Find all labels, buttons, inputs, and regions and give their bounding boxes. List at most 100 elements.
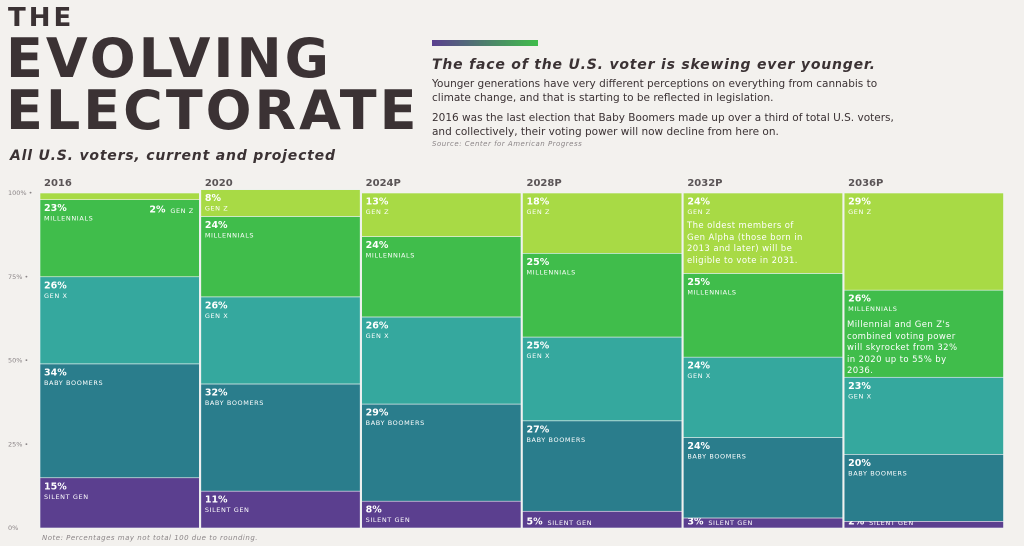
value-label: 25%: [687, 277, 710, 288]
segment-label: GEN X: [44, 292, 68, 300]
segment-label: MILLENNIALS: [687, 288, 736, 296]
bar-segment: [522, 510, 683, 529]
segment-label: BABY BOOMERS: [366, 419, 425, 427]
segment-label: SILENT GEN: [205, 506, 250, 514]
title: EVOLVING: [6, 27, 333, 90]
y-tick-label: 25% •: [8, 440, 28, 448]
segment-label: MILLENNIALS: [366, 252, 415, 260]
segment-label: MILLENNIALS: [44, 215, 93, 223]
y-tick-label: 100% •: [8, 189, 32, 197]
bar-segment: [200, 296, 361, 385]
bar-segment: [39, 363, 200, 479]
bar-segment: [683, 517, 843, 529]
segment-label: GEN Z: [848, 208, 872, 216]
source: Source: Center for American Progress: [432, 140, 583, 148]
x-tick-label: 2024P: [366, 178, 401, 189]
value-label: 26%: [366, 320, 389, 331]
x-tick-label: 2020: [205, 178, 233, 189]
bar-segment: [843, 289, 1004, 378]
x-tick-label: 2036P: [848, 178, 883, 189]
bar-segment: [39, 192, 200, 200]
bar-segment: [843, 376, 1004, 455]
bar-segment: [361, 316, 522, 405]
value-label: 15%: [44, 481, 67, 492]
paragraph: Younger generations have very different …: [432, 78, 878, 104]
subtitle: All U.S. voters, current and projected: [10, 148, 336, 164]
value-label: 2%: [149, 205, 166, 216]
x-tick-label: 2016: [44, 178, 72, 189]
value-label: 20%: [848, 458, 871, 469]
segment-label: BABY BOOMERS: [687, 453, 746, 461]
headline: The face of the U.S. voter is skewing ev…: [432, 57, 876, 73]
segment-label: GEN Z: [687, 208, 711, 216]
value-label: 11%: [205, 495, 228, 506]
value-label: 13%: [366, 197, 389, 208]
value-label: 3%: [687, 517, 704, 528]
bar-segment: [843, 453, 1004, 522]
accent-bar: [432, 40, 538, 46]
segment-label: GEN X: [205, 312, 229, 320]
value-label: 24%: [687, 197, 710, 208]
bar-segment: [522, 420, 683, 512]
x-tick-label: 2032P: [687, 178, 722, 189]
bar-segment: [522, 192, 683, 254]
segment-label-group: 5% SILENT GEN: [527, 517, 593, 528]
value-label: 24%: [687, 441, 710, 452]
y-tick-label: 0%: [8, 524, 18, 532]
segment-label-group: 2% GEN Z: [149, 205, 194, 216]
bar-segment: [683, 437, 843, 519]
bar-segment: [361, 236, 522, 318]
annotation: Millennial and Gen Z's combined voting p…: [847, 320, 958, 376]
segment-label-group: 3% SILENT GEN: [687, 517, 753, 528]
bar-segment: [683, 356, 843, 438]
paragraph: 2016 was the last election that Baby Boo…: [432, 112, 894, 138]
segment-label: SILENT GEN: [44, 493, 89, 501]
segment-label: BABY BOOMERS: [527, 436, 586, 444]
value-label: 24%: [687, 361, 710, 372]
segment-label: SILENT GEN: [548, 519, 593, 527]
segment-label: GEN Z: [205, 205, 229, 213]
bar-segment: [361, 403, 522, 502]
value-label: 2%: [848, 517, 865, 528]
bar-segment: [200, 490, 361, 529]
value-label: 8%: [205, 193, 222, 204]
value-label: 29%: [848, 197, 871, 208]
value-label: 32%: [205, 387, 228, 398]
note: Note: Percentages may not total 100 due …: [42, 534, 258, 542]
bar-segment: [200, 383, 361, 492]
bar-segment: [39, 276, 200, 365]
bar-segment: [843, 192, 1004, 291]
segment-label: BABY BOOMERS: [44, 379, 103, 387]
bar-segment: [39, 477, 200, 529]
segment-label: GEN Z: [527, 208, 551, 216]
segment-label: SILENT GEN: [708, 519, 753, 527]
bar-segment: [361, 500, 522, 529]
segment-label-group: 2% SILENT GEN: [848, 517, 913, 528]
segment-label: GEN X: [848, 392, 872, 400]
segment-label: GEN X: [687, 372, 711, 380]
value-label: 34%: [44, 367, 67, 378]
segment-label: GEN Z: [170, 207, 194, 215]
value-label: 27%: [527, 424, 550, 435]
value-label: 8%: [366, 505, 383, 516]
bar-segment: [200, 216, 361, 298]
bar-segment: [361, 192, 522, 237]
value-label: 23%: [44, 203, 67, 214]
value-label: 26%: [848, 294, 871, 305]
segment-label: MILLENNIALS: [527, 268, 576, 276]
segment-label: GEN X: [527, 352, 551, 360]
value-label: 25%: [527, 341, 550, 352]
value-label: 5%: [527, 517, 544, 528]
kicker: THE: [8, 3, 75, 33]
bar-segment: [200, 189, 361, 217]
segment-label: BABY BOOMERS: [205, 399, 264, 407]
segment-label: BABY BOOMERS: [848, 469, 907, 477]
value-label: 24%: [366, 240, 389, 251]
bar-segment: [39, 199, 200, 278]
annotation: The oldest members of Gen Alpha (those b…: [687, 221, 803, 266]
segment-label: SILENT GEN: [366, 516, 411, 524]
segment-label: MILLENNIALS: [205, 231, 254, 239]
segment-label: MILLENNIALS: [848, 305, 897, 313]
y-tick-label: 50% •: [8, 357, 28, 365]
